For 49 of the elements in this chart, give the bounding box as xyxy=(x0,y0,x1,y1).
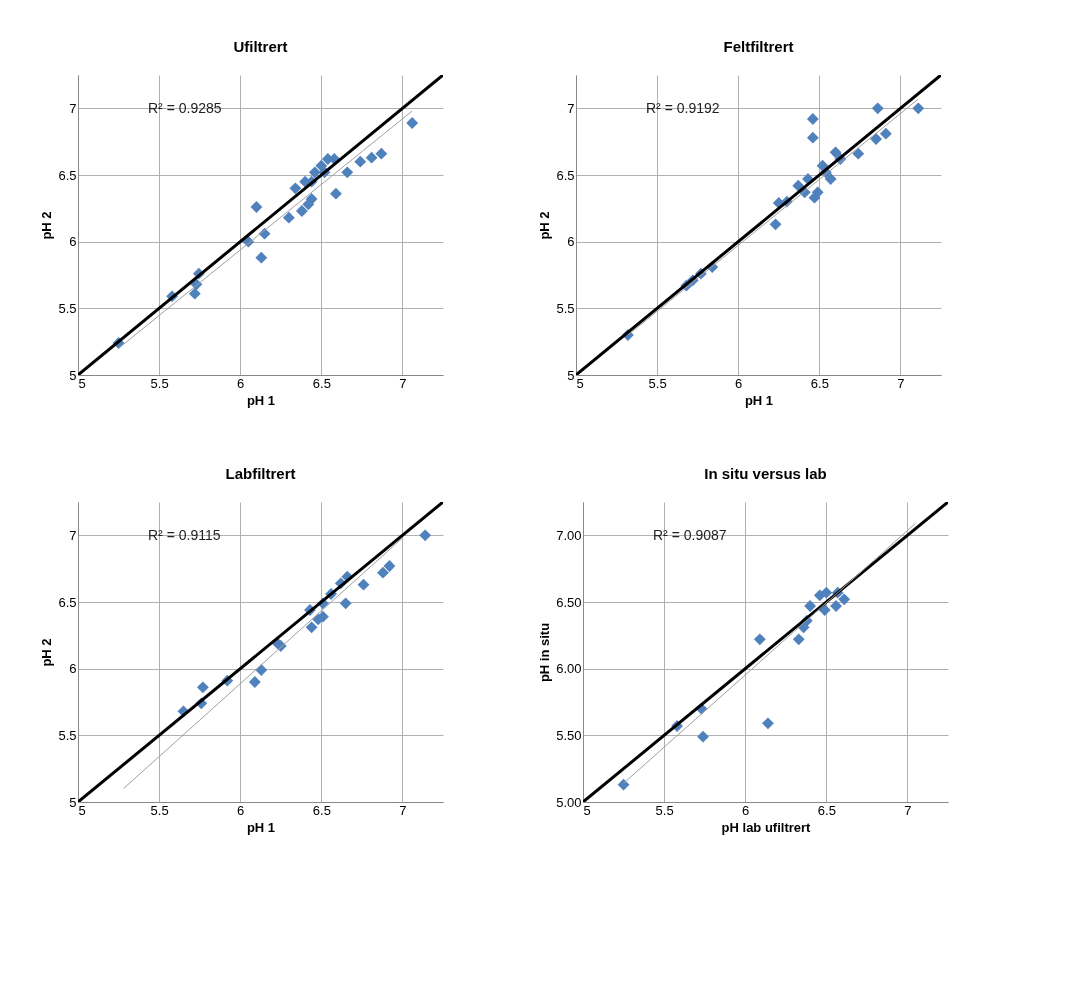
x-tick-label: 6.5 xyxy=(810,375,829,391)
chart-title: Ufiltrert xyxy=(233,38,288,55)
x-tick-label: 6 xyxy=(735,375,743,391)
y-tick-label: 7 xyxy=(69,527,77,543)
annotation: R² = 0.9115 xyxy=(148,527,221,543)
annotation: R² = 0.9285 xyxy=(148,100,222,116)
y-tick-label: 6.5 xyxy=(556,167,575,183)
x-tick-label: 7 xyxy=(399,802,407,818)
x-tick-label: 6 xyxy=(237,375,245,391)
chart-title: Feltfiltrert xyxy=(723,38,794,55)
annotation: R² = 0.9087 xyxy=(653,527,727,543)
x-axis-title: pH 1 xyxy=(246,392,276,408)
x-tick-label: 7 xyxy=(897,375,905,391)
y-axis-title: pH 2 xyxy=(537,211,553,240)
x-tick-label: 5.5 xyxy=(655,802,674,818)
x-tick-label: 5.5 xyxy=(150,375,169,391)
y-tick-label: 6 xyxy=(567,234,575,250)
x-axis-title: pH 1 xyxy=(246,819,276,835)
x-tick-label: 6 xyxy=(237,802,245,818)
y-axis-title: pH 2 xyxy=(39,638,55,667)
x-axis-title: pH 1 xyxy=(744,392,774,408)
y-tick-label: 6 xyxy=(69,661,77,677)
x-tick-label: 5.5 xyxy=(150,802,169,818)
y-tick-label: 5.5 xyxy=(58,300,77,316)
y-tick-label: 5.5 xyxy=(58,727,77,743)
y-tick-label: 6.5 xyxy=(58,594,77,610)
x-tick-label: 5.5 xyxy=(648,375,667,391)
x-tick-label: 7 xyxy=(904,802,912,818)
y-axis-title: pH in situ xyxy=(537,622,553,683)
x-tick-label: 6.5 xyxy=(312,802,331,818)
annotation: R² = 0.9192 xyxy=(646,100,720,116)
x-tick-label: 6 xyxy=(742,802,750,818)
chart-title: In situ versus lab xyxy=(704,465,827,482)
y-tick-label: 5.50 xyxy=(556,727,582,743)
y-tick-label: 6.5 xyxy=(58,167,77,183)
x-tick-label: 6.5 xyxy=(817,802,836,818)
x-axis-title: pH lab ufiltrert xyxy=(721,819,812,835)
y-tick-label: 5.5 xyxy=(556,300,575,316)
y-tick-label: 7.00 xyxy=(556,527,582,543)
x-tick-label: 6.5 xyxy=(312,375,331,391)
x-tick-label: 7 xyxy=(399,375,407,391)
y-tick-label: 6 xyxy=(69,234,77,250)
chart-title: Labfiltrert xyxy=(225,465,296,482)
y-tick-label: 6.50 xyxy=(556,594,582,610)
y-tick-label: 7 xyxy=(567,100,575,116)
y-tick-label: 7 xyxy=(69,100,77,116)
y-tick-label: 5.00 xyxy=(556,794,582,810)
y-axis-title: pH 2 xyxy=(39,211,55,240)
y-tick-label: 6.00 xyxy=(556,661,582,677)
